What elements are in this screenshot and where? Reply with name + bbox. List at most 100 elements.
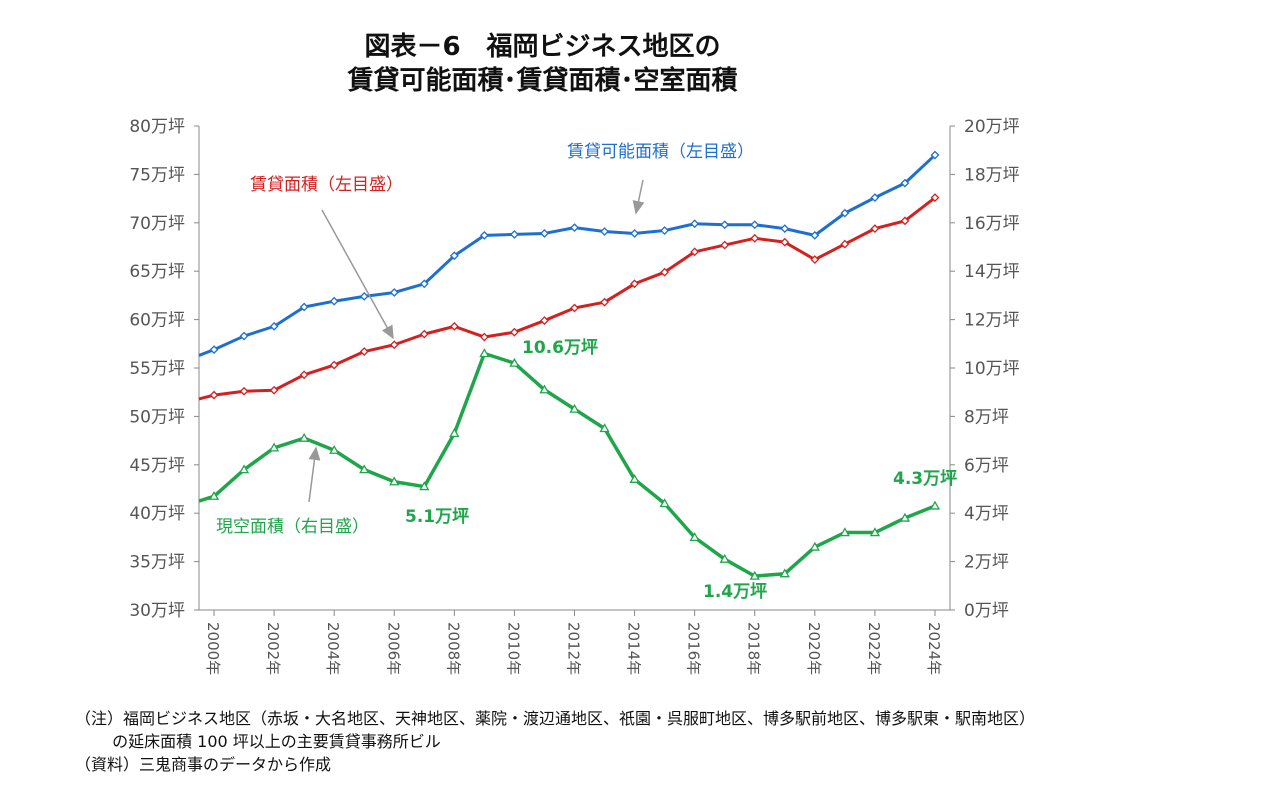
series-line-0 [198, 153, 937, 357]
y-right-tick-label: 2万坪 [964, 553, 1009, 573]
data-point [900, 216, 910, 226]
annotation-layer: 賃貸可能面積（左目盛） 賃貸面積（左目盛） 現空面積（右目盛） 10.6万坪 5.1万坪… [216, 142, 957, 602]
y-right-tick-label: 8万坪 [964, 407, 1009, 427]
y-right-tick-label: 14万坪 [964, 262, 1020, 282]
y-right-tick-label: 18万坪 [964, 165, 1020, 185]
x-tick-label: 2024年 [925, 622, 943, 675]
x-tick-label: 2008年 [444, 622, 462, 675]
data-point [780, 237, 790, 247]
data-point [840, 208, 850, 218]
x-tick-label: 2016年 [685, 622, 703, 675]
data-point [659, 498, 670, 508]
data-point [900, 178, 910, 188]
data-point [690, 247, 700, 257]
data-point [239, 386, 249, 396]
data-point [570, 303, 579, 313]
data-point [479, 332, 489, 342]
data-point [269, 321, 279, 331]
data-point [209, 345, 219, 355]
data-point [299, 432, 310, 442]
annotation-label: 賃貸面積（左目盛） [250, 175, 403, 195]
data-point [269, 385, 279, 395]
series-line-2 [198, 351, 936, 578]
y-left-tick-label: 45万坪 [129, 456, 185, 476]
data-point [510, 229, 519, 239]
data-point [870, 224, 880, 234]
y-left-tick-label: 55万坪 [129, 359, 185, 379]
data-point [930, 193, 940, 203]
data-point [299, 370, 309, 380]
data-point [899, 512, 911, 522]
data-point [600, 297, 609, 307]
data-point [449, 321, 459, 331]
series-line-1 [198, 196, 936, 401]
data-point [359, 347, 369, 356]
y-right-tick-label: 0万坪 [964, 601, 1009, 621]
y-left-tick-label: 50万坪 [129, 407, 185, 427]
annotation-label: 10.6万坪 [522, 338, 598, 358]
y-left-tick-label: 30万坪 [129, 601, 185, 621]
annotation-label: 5.1万坪 [405, 507, 469, 527]
x-tick-label: 2006年 [384, 622, 402, 675]
annotation-label: 4.3万坪 [893, 469, 957, 489]
annotation-label: 現空面積（右目盛） [216, 517, 369, 537]
data-point [569, 403, 580, 413]
data-point [719, 553, 730, 563]
annotation-label: 賃貸可能面積（左目盛） [567, 142, 754, 162]
y-left-tick-label: 60万坪 [129, 311, 185, 331]
data-point [600, 227, 609, 236]
data-point [839, 527, 850, 537]
x-tick-label: 2018年 [745, 622, 763, 675]
y-right-tick-label: 10万坪 [964, 359, 1020, 379]
x-tick-label: 2022年 [865, 622, 883, 675]
data-point [510, 327, 519, 337]
data-point [359, 464, 370, 474]
data-point [929, 500, 941, 510]
data-point [359, 291, 369, 301]
data-point [720, 240, 730, 250]
data-point [479, 230, 489, 240]
data-point [209, 390, 219, 400]
y-right-tick-label: 12万坪 [964, 311, 1020, 331]
data-point [540, 229, 549, 238]
line-chart: 30万坪 35万坪 40万坪 45万坪 50万坪 55万坪 60万坪 65万坪 70万坪 75万坪… [129, 117, 1020, 675]
data-point [208, 490, 220, 500]
x-tick-label: 2000年 [204, 622, 222, 675]
data-point [749, 570, 760, 580]
x-tick-label: 2020年 [805, 622, 823, 675]
data-point [389, 340, 399, 350]
data-point [389, 288, 399, 297]
y-left-tick-label: 80万坪 [129, 117, 185, 137]
x-tick-label: 2010年 [504, 622, 522, 675]
data-point [660, 226, 670, 235]
data-point [419, 279, 429, 289]
data-point [750, 233, 760, 243]
footnote-note: （注）福岡ビジネス地区（赤坂・大名地区、天神地区、薬院・渡辺通地区、祇園・呉服町… [75, 709, 1036, 728]
chart-title-line2: 賃貸可能面積･賃貸面積･空室面積 [347, 66, 738, 96]
data-point [720, 220, 730, 230]
data-point [238, 464, 250, 474]
data-point [389, 476, 400, 486]
data-point [870, 193, 880, 203]
data-point [479, 348, 490, 358]
data-point [329, 360, 339, 370]
data-point [329, 444, 340, 454]
annotation-arrow [632, 179, 645, 215]
annotation-arrow [308, 446, 321, 503]
data-point [869, 527, 881, 537]
data-point [629, 474, 640, 483]
data-point [630, 279, 639, 289]
data-point [419, 329, 429, 339]
x-tick-label: 2002年 [264, 622, 282, 675]
data-point [630, 229, 639, 238]
data-point [780, 224, 790, 234]
y-left-tick-label: 75万坪 [129, 165, 185, 185]
series-layer [198, 150, 941, 580]
data-point [809, 541, 820, 551]
data-point [779, 568, 790, 578]
data-point [930, 150, 940, 160]
data-point [419, 481, 430, 491]
y-right-tick-label: 4万坪 [964, 504, 1009, 524]
data-point [810, 230, 820, 240]
y-right-tick-label: 20万坪 [964, 117, 1020, 137]
